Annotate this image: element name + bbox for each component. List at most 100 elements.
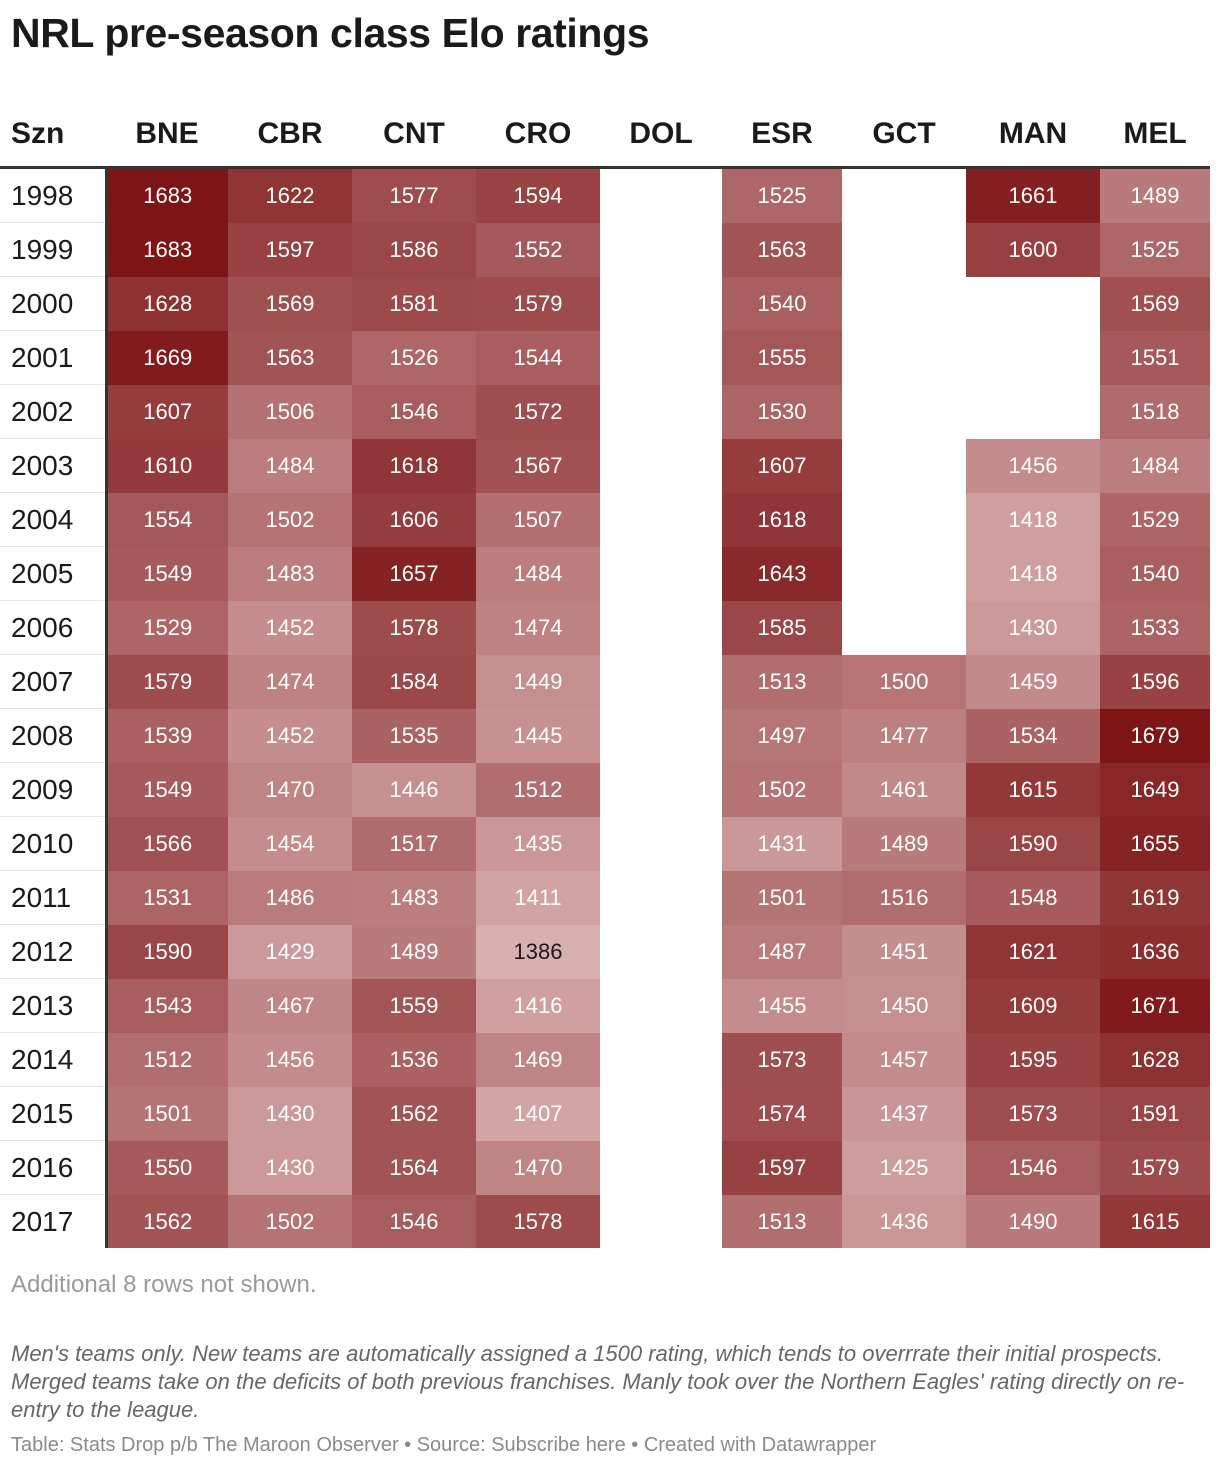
rating-cell-mel: 1484 bbox=[1100, 438, 1210, 493]
season-cell: 2001 bbox=[0, 330, 108, 385]
rating-cell-cbr: 1456 bbox=[228, 1032, 352, 1087]
season-cell: 2016 bbox=[0, 1140, 108, 1195]
rating-cell-cbr: 1430 bbox=[228, 1086, 352, 1141]
column-header-mel[interactable]: MEL bbox=[1100, 102, 1210, 169]
rating-cell-cbr: 1622 bbox=[228, 167, 352, 223]
season-cell: 2012 bbox=[0, 924, 108, 979]
rating-cell-bne: 1683 bbox=[106, 167, 228, 223]
season-cell: 2000 bbox=[0, 276, 108, 331]
rating-cell-cnt: 1578 bbox=[352, 600, 476, 655]
rating-cell-cbr: 1563 bbox=[228, 330, 352, 385]
table-row: 2002 1607 1506 1546 1572 1530 1518 bbox=[0, 384, 1210, 439]
rating-cell-bne: 1579 bbox=[106, 654, 228, 709]
table-row: 2011 1531 1486 1483 1411 1501 1516 1548 1619 bbox=[0, 870, 1210, 925]
rating-cell-esr: 1618 bbox=[722, 492, 842, 547]
rating-cell-cnt: 1577 bbox=[352, 167, 476, 223]
rating-cell-cbr: 1483 bbox=[228, 546, 352, 601]
rating-cell-cnt: 1606 bbox=[352, 492, 476, 547]
rating-cell-mel: 1591 bbox=[1100, 1086, 1210, 1141]
table-row: 2017 1562 1502 1546 1578 1513 1436 1490 1615 bbox=[0, 1194, 1210, 1248]
rating-cell-cro: 1578 bbox=[476, 1194, 600, 1248]
rating-cell-gct: 1477 bbox=[842, 708, 966, 763]
rating-cell-man: 1615 bbox=[966, 762, 1100, 817]
table-row: 2013 1543 1467 1559 1416 1455 1450 1609 1671 bbox=[0, 978, 1210, 1033]
rating-cell-dol bbox=[600, 870, 722, 925]
rating-cell-esr: 1574 bbox=[722, 1086, 842, 1141]
rating-cell-gct bbox=[842, 276, 966, 331]
rating-cell-bne: 1562 bbox=[106, 1194, 228, 1248]
season-cell: 2004 bbox=[0, 492, 108, 547]
rating-cell-cro: 1579 bbox=[476, 276, 600, 331]
rating-cell-mel: 1533 bbox=[1100, 600, 1210, 655]
rating-cell-man: 1609 bbox=[966, 978, 1100, 1033]
season-cell: 2009 bbox=[0, 762, 108, 817]
rating-cell-man: 1661 bbox=[966, 167, 1100, 223]
rating-cell-man: 1573 bbox=[966, 1086, 1100, 1141]
rating-cell-cnt: 1581 bbox=[352, 276, 476, 331]
rating-cell-esr: 1513 bbox=[722, 654, 842, 709]
rating-cell-bne: 1550 bbox=[106, 1140, 228, 1195]
rating-cell-dol bbox=[600, 654, 722, 709]
rating-cell-cro: 1469 bbox=[476, 1032, 600, 1087]
column-header-bne[interactable]: BNE bbox=[106, 102, 228, 169]
rating-cell-gct: 1425 bbox=[842, 1140, 966, 1195]
rating-cell-mel: 1551 bbox=[1100, 330, 1210, 385]
rating-cell-bne: 1628 bbox=[106, 276, 228, 331]
column-header-cro[interactable]: CRO bbox=[476, 102, 600, 169]
chart-title: NRL pre-season class Elo ratings bbox=[11, 10, 650, 56]
rating-cell-man: 1459 bbox=[966, 654, 1100, 709]
rating-cell-cro: 1470 bbox=[476, 1140, 600, 1195]
rating-cell-bne: 1529 bbox=[106, 600, 228, 655]
table-body: 1998 1683 1622 1577 1594 1525 1661 1489 1999 1683… bbox=[0, 167, 1210, 1248]
rating-cell-esr: 1502 bbox=[722, 762, 842, 817]
rating-cell-bne: 1512 bbox=[106, 1032, 228, 1087]
rating-cell-esr: 1597 bbox=[722, 1140, 842, 1195]
rating-cell-gct: 1450 bbox=[842, 978, 966, 1033]
rating-cell-man: 1548 bbox=[966, 870, 1100, 925]
rating-cell-bne: 1549 bbox=[106, 546, 228, 601]
column-header-dol[interactable]: DOL bbox=[600, 102, 722, 169]
column-header-season[interactable]: Szn bbox=[0, 102, 106, 169]
rating-cell-gct: 1489 bbox=[842, 816, 966, 871]
rating-cell-dol bbox=[600, 546, 722, 601]
column-header-cbr[interactable]: CBR bbox=[228, 102, 352, 169]
table-row: 2004 1554 1502 1606 1507 1618 1418 1529 bbox=[0, 492, 1210, 547]
rating-cell-esr: 1431 bbox=[722, 816, 842, 871]
rating-cell-dol bbox=[600, 762, 722, 817]
table-row: 2003 1610 1484 1618 1567 1607 1456 1484 bbox=[0, 438, 1210, 493]
rating-cell-cnt: 1584 bbox=[352, 654, 476, 709]
table-row: 2000 1628 1569 1581 1579 1540 1569 bbox=[0, 276, 1210, 331]
column-header-man[interactable]: MAN bbox=[966, 102, 1100, 169]
rating-cell-man: 1546 bbox=[966, 1140, 1100, 1195]
rating-cell-dol bbox=[600, 978, 722, 1033]
rating-cell-cnt: 1546 bbox=[352, 1194, 476, 1248]
rating-cell-esr: 1525 bbox=[722, 167, 842, 223]
rating-cell-esr: 1563 bbox=[722, 222, 842, 277]
rating-cell-esr: 1501 bbox=[722, 870, 842, 925]
rating-cell-cro: 1567 bbox=[476, 438, 600, 493]
rating-cell-bne: 1554 bbox=[106, 492, 228, 547]
rating-cell-gct bbox=[842, 222, 966, 277]
rating-cell-cnt: 1564 bbox=[352, 1140, 476, 1195]
rating-cell-cbr: 1506 bbox=[228, 384, 352, 439]
rating-cell-dol bbox=[600, 1140, 722, 1195]
column-header-esr[interactable]: ESR bbox=[722, 102, 842, 169]
rating-cell-bne: 1543 bbox=[106, 978, 228, 1033]
rating-cell-cbr: 1452 bbox=[228, 600, 352, 655]
rating-cell-mel: 1649 bbox=[1100, 762, 1210, 817]
rating-cell-cro: 1416 bbox=[476, 978, 600, 1033]
column-header-gct[interactable]: GCT bbox=[842, 102, 966, 169]
column-header-cnt[interactable]: CNT bbox=[352, 102, 476, 169]
rating-cell-cbr: 1430 bbox=[228, 1140, 352, 1195]
rating-cell-cnt: 1446 bbox=[352, 762, 476, 817]
rating-cell-cbr: 1486 bbox=[228, 870, 352, 925]
table-row: 2007 1579 1474 1584 1449 1513 1500 1459 1596 bbox=[0, 654, 1210, 709]
table-row: 2012 1590 1429 1489 1386 1487 1451 1621 1636 bbox=[0, 924, 1210, 979]
table-row: 1999 1683 1597 1586 1552 1563 1600 1525 bbox=[0, 222, 1210, 277]
rating-cell-gct bbox=[842, 330, 966, 385]
rating-cell-man: 1595 bbox=[966, 1032, 1100, 1087]
rating-cell-cnt: 1559 bbox=[352, 978, 476, 1033]
rating-cell-mel: 1569 bbox=[1100, 276, 1210, 331]
rating-cell-gct: 1437 bbox=[842, 1086, 966, 1141]
rating-cell-cro: 1474 bbox=[476, 600, 600, 655]
